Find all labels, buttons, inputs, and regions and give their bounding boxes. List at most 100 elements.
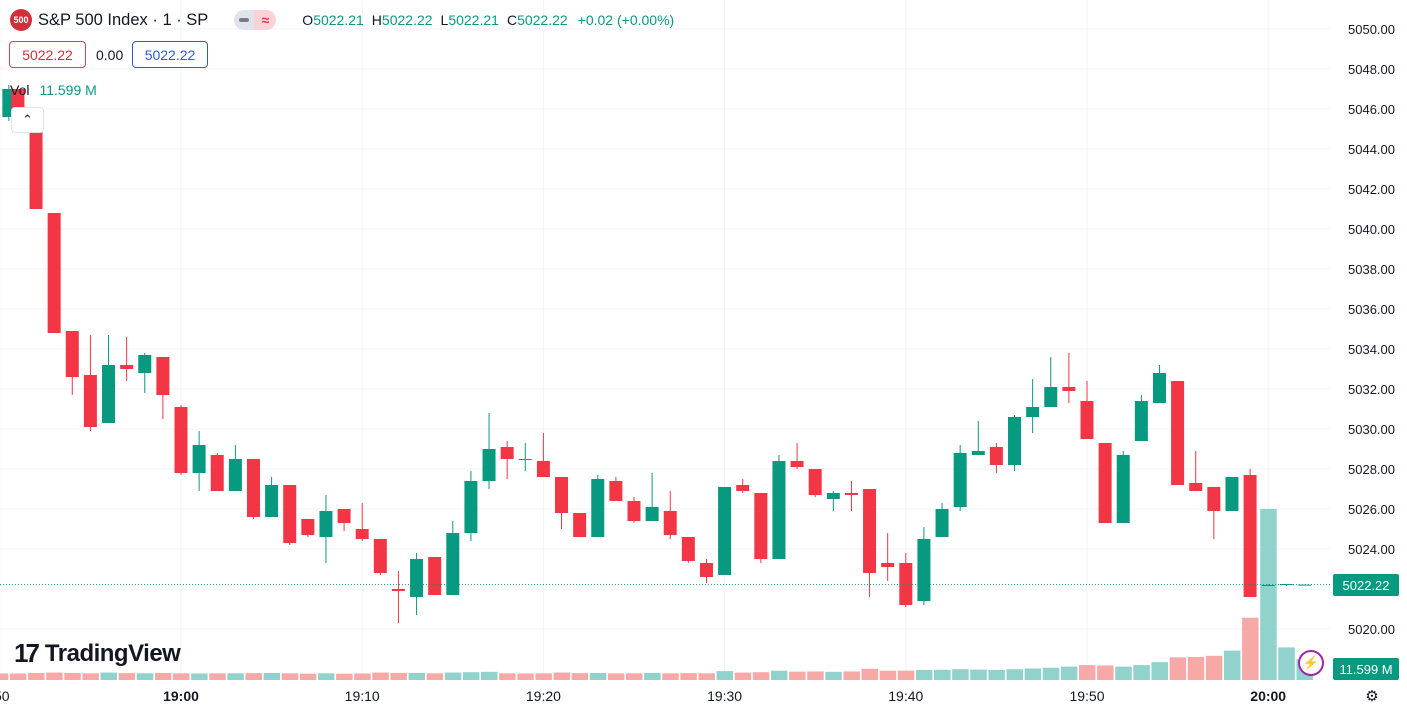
symbol-title[interactable]: S&P 500 Index · 1 · SP	[38, 10, 209, 29]
candle-body	[718, 487, 732, 575]
volume-bar	[227, 673, 244, 680]
ohlc-change: +0.02 (+0.00%)	[577, 12, 675, 28]
candle-body	[518, 459, 532, 460]
candle	[428, 557, 442, 595]
time-tick-label: :50	[0, 688, 10, 704]
candle	[536, 433, 550, 477]
candle	[790, 443, 804, 469]
candle-body	[373, 539, 387, 573]
volume-bar	[535, 673, 552, 680]
candle-body	[1279, 584, 1293, 585]
candle	[1062, 353, 1076, 403]
candle-body	[1171, 381, 1185, 485]
candle-body	[591, 479, 605, 537]
candle	[1134, 395, 1148, 441]
price-tick-label: 5036.00	[1348, 302, 1395, 317]
volume-bar	[0, 673, 9, 680]
candle-body	[1026, 407, 1040, 417]
sell-price-button[interactable]: 5022.22	[9, 41, 86, 68]
candle	[935, 503, 949, 537]
candle-body	[935, 509, 949, 537]
candle-body	[464, 481, 478, 533]
volume-bar	[915, 669, 933, 680]
volume-label[interactable]: Vol	[10, 82, 30, 98]
candle	[464, 471, 478, 541]
candle	[337, 509, 351, 531]
tradingview-logo-icon: 17	[14, 638, 40, 668]
price-axis[interactable]: 5020.005022.005024.005026.005028.005030.…	[1348, 22, 1395, 637]
candle	[1080, 381, 1094, 439]
volume-bar	[1278, 647, 1295, 680]
candle-body	[555, 477, 569, 513]
candle-body	[971, 451, 985, 455]
symbol-logo-icon[interactable]: 500	[10, 9, 32, 31]
candle	[228, 445, 242, 491]
candle	[355, 503, 369, 541]
candle-body	[736, 485, 750, 491]
lightning-icon[interactable]: ⚡	[1298, 650, 1324, 676]
candle	[663, 491, 677, 539]
candle	[1152, 365, 1166, 403]
volume-bars	[0, 508, 1313, 680]
volume-bar	[1169, 657, 1187, 680]
candle	[609, 477, 623, 501]
price-tick-label: 5020.00	[1348, 622, 1395, 637]
collapse-legend-button[interactable]: ⌃	[11, 107, 44, 133]
volume-legend: Vol 11.599 M	[10, 82, 97, 98]
time-axis[interactable]: :50 19:00 19:10 19:20 19:30 19:40 19:50 20:00	[0, 688, 1286, 704]
volume-bar	[770, 670, 788, 680]
volume-bar	[589, 672, 607, 680]
volume-bar	[64, 672, 81, 680]
candle-body	[265, 485, 279, 517]
candle	[83, 335, 97, 431]
volume-bar	[1242, 617, 1259, 680]
ohlc-open-value: 5022.21	[313, 12, 364, 28]
candle-body	[301, 519, 315, 535]
volume-bar	[1187, 656, 1205, 680]
candle	[518, 443, 532, 471]
volume-bar	[680, 673, 697, 680]
volume-bar	[571, 673, 589, 680]
tradingview-logo-text: TradingView	[44, 639, 181, 667]
gear-icon[interactable]: ⚙	[1365, 688, 1379, 705]
candle	[736, 479, 750, 493]
candle	[591, 475, 605, 537]
chart-grid	[0, 0, 1330, 680]
candle-body	[120, 365, 134, 369]
price-tick-label: 5040.00	[1348, 222, 1395, 237]
candle	[1171, 381, 1185, 485]
candle	[971, 421, 985, 455]
time-tick-label: 19:50	[1069, 688, 1104, 704]
candle-body	[428, 557, 442, 595]
session-toggle[interactable]: ≈	[234, 10, 277, 30]
time-tick-label: 19:40	[888, 688, 923, 704]
candle-body	[1134, 401, 1148, 441]
candle	[1279, 584, 1293, 586]
tradingview-logo[interactable]: 17 TradingView	[14, 638, 181, 669]
volume-bar	[408, 672, 426, 680]
candle	[1261, 584, 1275, 586]
candle-body	[1044, 387, 1058, 407]
volume-bar	[934, 669, 951, 680]
candle	[844, 481, 858, 511]
ohlc-close-label: C	[506, 12, 518, 28]
candle-body	[1261, 585, 1275, 586]
buy-price-button[interactable]: 5022.22	[132, 41, 208, 68]
candle-body	[1225, 477, 1239, 511]
candle	[808, 469, 822, 497]
candle-body	[500, 447, 514, 459]
candle	[772, 455, 786, 559]
candle	[1297, 584, 1311, 586]
volume-bar	[644, 672, 661, 680]
volume-bar	[988, 669, 1005, 680]
line-dash-icon[interactable]	[234, 10, 255, 30]
approx-icon[interactable]: ≈	[254, 10, 277, 30]
candle-body	[1062, 387, 1076, 391]
candle	[446, 521, 460, 595]
price-tick-label: 5026.00	[1348, 502, 1395, 517]
candle	[826, 491, 840, 511]
price-tick-label: 5046.00	[1348, 102, 1395, 117]
volume-bar	[372, 672, 389, 680]
candle	[156, 357, 170, 419]
